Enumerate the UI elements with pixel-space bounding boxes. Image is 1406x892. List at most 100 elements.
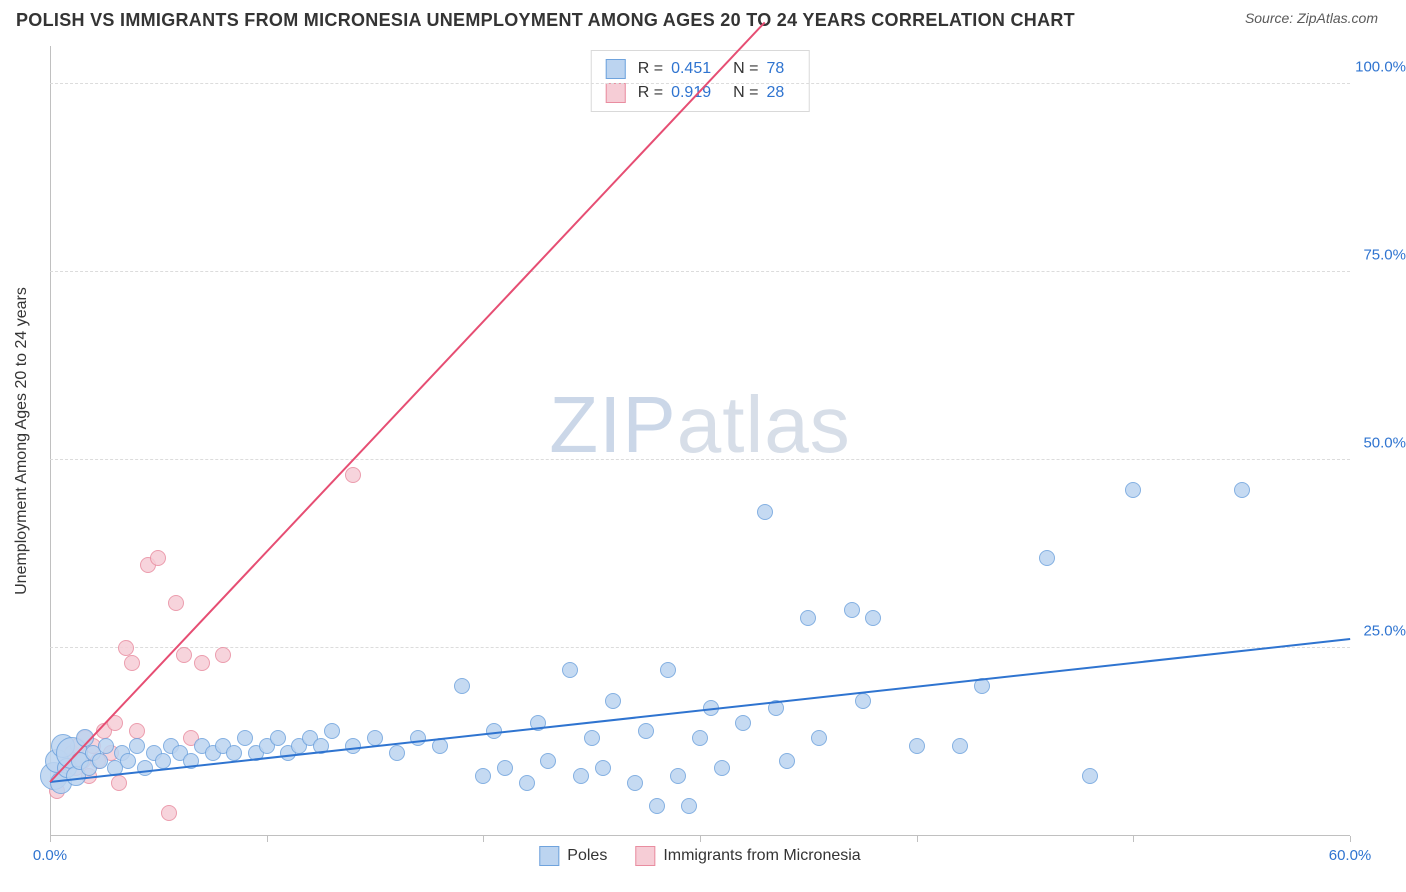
legend-swatch-1 [606, 83, 626, 103]
data-point [681, 798, 697, 814]
data-point [226, 745, 242, 761]
data-point [150, 550, 166, 566]
x-tick [50, 836, 51, 842]
data-point [345, 738, 361, 754]
data-point [660, 662, 676, 678]
data-point [562, 662, 578, 678]
x-tick [267, 836, 268, 842]
legend-swatch-bottom-0 [539, 846, 559, 866]
data-point [540, 753, 556, 769]
data-point [1234, 482, 1250, 498]
data-point [757, 504, 773, 520]
watermark-part2: atlas [677, 380, 851, 469]
data-point [584, 730, 600, 746]
data-point [215, 647, 231, 663]
data-point [800, 610, 816, 626]
data-point [345, 467, 361, 483]
data-point [1039, 550, 1055, 566]
data-point [714, 760, 730, 776]
source-label: Source: ZipAtlas.com [1245, 10, 1378, 26]
legend-label-0: Poles [567, 847, 607, 865]
data-point [735, 715, 751, 731]
trend-line [50, 638, 1350, 783]
data-point [124, 655, 140, 671]
data-point [194, 655, 210, 671]
chart-title: POLISH VS IMMIGRANTS FROM MICRONESIA UNE… [16, 10, 1075, 31]
data-point [129, 738, 145, 754]
n-label-1: N = [733, 81, 758, 105]
legend-item-0: Poles [539, 846, 607, 866]
x-tick [917, 836, 918, 842]
data-point [595, 760, 611, 776]
legend-series: Poles Immigrants from Micronesia [539, 846, 860, 866]
data-point [129, 723, 145, 739]
data-point [1082, 768, 1098, 784]
legend-label-1: Immigrants from Micronesia [663, 847, 860, 865]
data-point [779, 753, 795, 769]
data-point [137, 760, 153, 776]
data-point [573, 768, 589, 784]
data-point [410, 730, 426, 746]
data-point [692, 730, 708, 746]
x-tick-label: 60.0% [1329, 847, 1372, 864]
data-point [811, 730, 827, 746]
y-axis-line [50, 46, 51, 836]
data-point [497, 760, 513, 776]
data-point [237, 730, 253, 746]
x-tick [700, 836, 701, 842]
y-tick-label: 75.0% [1363, 246, 1406, 263]
data-point [111, 775, 127, 791]
legend-swatch-0 [606, 59, 626, 79]
n-value-0: 78 [766, 57, 784, 81]
data-point [844, 602, 860, 618]
data-point [865, 610, 881, 626]
data-point [475, 768, 491, 784]
data-point [161, 805, 177, 821]
x-tick [1350, 836, 1351, 842]
legend-stats: R = 0.451 N = 78 R = 0.919 N = 28 [591, 50, 810, 112]
n-label-0: N = [733, 57, 758, 81]
legend-stats-row-0: R = 0.451 N = 78 [606, 57, 795, 81]
data-point [519, 775, 535, 791]
data-point [155, 753, 171, 769]
x-tick-label: 0.0% [33, 847, 67, 864]
data-point [909, 738, 925, 754]
legend-item-1: Immigrants from Micronesia [635, 846, 860, 866]
data-point [855, 693, 871, 709]
y-tick-label: 50.0% [1363, 434, 1406, 451]
x-tick [1133, 836, 1134, 842]
n-value-1: 28 [766, 81, 784, 105]
data-point [324, 723, 340, 739]
watermark: ZIPatlas [549, 379, 850, 471]
y-axis-label: Unemployment Among Ages 20 to 24 years [13, 287, 31, 595]
plot-area: Unemployment Among Ages 20 to 24 years Z… [50, 46, 1350, 836]
data-point [389, 745, 405, 761]
data-point [670, 768, 686, 784]
r-label-1: R = [638, 81, 663, 105]
data-point [638, 723, 654, 739]
data-point [92, 753, 108, 769]
data-point [1125, 482, 1141, 498]
data-point [120, 753, 136, 769]
data-point [627, 775, 643, 791]
gridline-h [50, 647, 1350, 648]
x-tick [483, 836, 484, 842]
r-label-0: R = [638, 57, 663, 81]
data-point [270, 730, 286, 746]
data-point [118, 640, 134, 656]
data-point [952, 738, 968, 754]
y-tick-label: 25.0% [1363, 622, 1406, 639]
data-point [649, 798, 665, 814]
data-point [605, 693, 621, 709]
legend-swatch-bottom-1 [635, 846, 655, 866]
trend-line [49, 22, 765, 783]
data-point [98, 738, 114, 754]
data-point [176, 647, 192, 663]
gridline-h [50, 459, 1350, 460]
r-value-0: 0.451 [671, 57, 711, 81]
data-point [454, 678, 470, 694]
data-point [168, 595, 184, 611]
watermark-part1: ZIP [549, 380, 676, 469]
y-tick-label: 100.0% [1355, 58, 1406, 75]
gridline-h [50, 271, 1350, 272]
